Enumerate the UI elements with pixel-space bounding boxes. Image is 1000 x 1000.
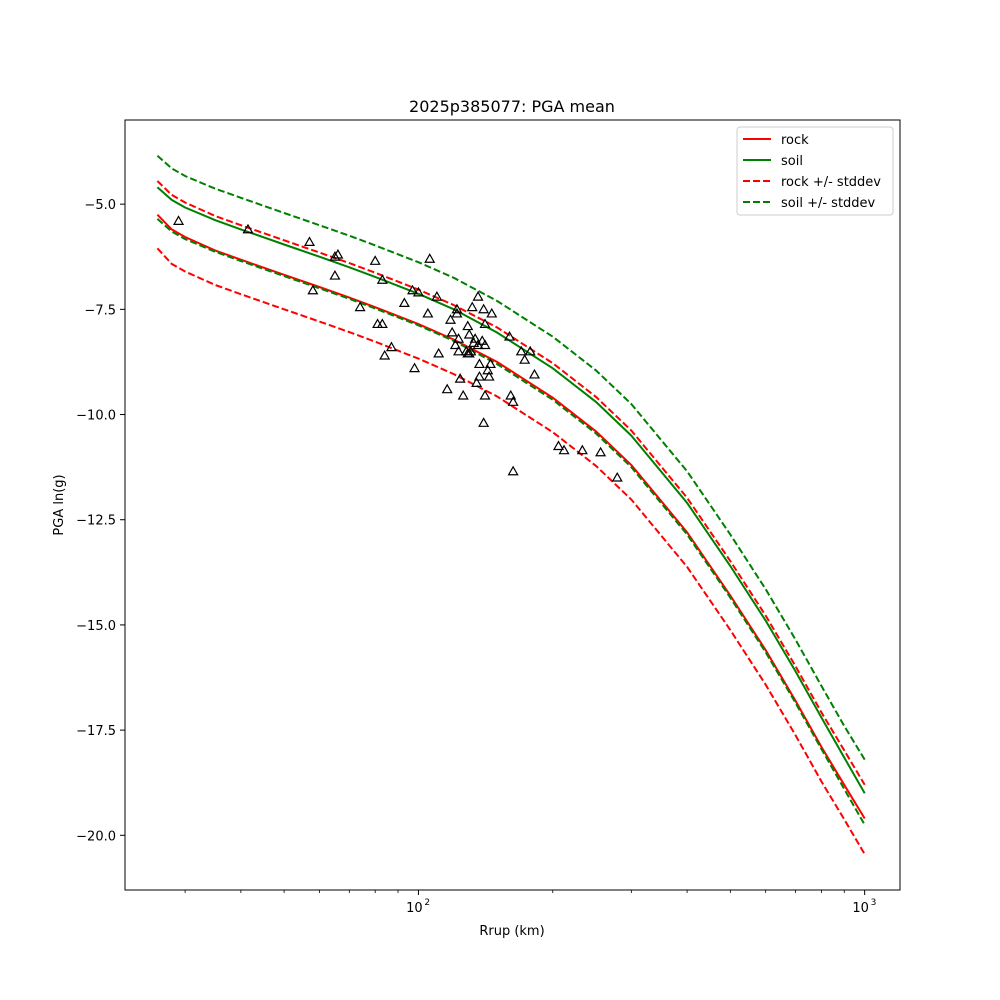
series-line-4 xyxy=(156,155,866,761)
x-tick-exponent-1: 3 xyxy=(871,898,877,908)
series-line-3 xyxy=(156,247,866,855)
observation-point-59 xyxy=(507,465,519,476)
observation-point-63 xyxy=(528,368,541,379)
observation-point-68 xyxy=(611,471,623,482)
observation-point-62 xyxy=(524,345,536,356)
observation-point-65 xyxy=(558,444,570,455)
legend-box xyxy=(736,126,894,216)
observation-point-56 xyxy=(503,330,516,341)
y-tick-label-1: −7.5 xyxy=(84,303,116,318)
observation-point-67 xyxy=(595,446,607,457)
observation-point-29 xyxy=(453,333,465,343)
observation-point-25 xyxy=(449,339,461,350)
observation-point-8 xyxy=(369,255,381,265)
observation-point-17 xyxy=(412,286,424,297)
plot-area xyxy=(156,155,866,855)
observation-point-12 xyxy=(379,349,391,360)
observation-point-24 xyxy=(446,326,458,337)
observation-point-4 xyxy=(329,251,341,261)
observation-point-61 xyxy=(519,354,531,364)
chart-title: 2025p385077: PGA mean xyxy=(409,97,615,116)
observation-point-14 xyxy=(398,297,410,308)
observation-point-31 xyxy=(457,389,469,400)
y-tick-label-4: −15.0 xyxy=(76,619,116,634)
observation-point-42 xyxy=(472,291,484,301)
series-line-0 xyxy=(156,214,866,820)
observation-point-40 xyxy=(469,333,481,343)
observation-point-30 xyxy=(454,373,466,383)
observation-point-20 xyxy=(431,291,443,301)
observation-point-6 xyxy=(329,269,341,280)
observation-point-21 xyxy=(433,347,445,358)
series-line-1 xyxy=(156,186,866,794)
observation-point-7 xyxy=(354,301,366,312)
observation-point-2 xyxy=(303,236,316,246)
y-tick-label-3: −12.5 xyxy=(76,514,116,529)
observation-point-45 xyxy=(473,358,485,369)
legend-label-1: soil xyxy=(781,154,803,169)
legend-label-2: rock +/- stddev xyxy=(781,175,881,190)
observation-point-38 xyxy=(466,301,478,312)
legend-label-3: soil +/- stddev xyxy=(781,196,876,211)
y-tick-label-5: −17.5 xyxy=(76,724,116,739)
observation-point-44 xyxy=(473,370,485,381)
legend: rock soil rock +/- stddev soil +/- stddev xyxy=(736,126,894,216)
plot-frame xyxy=(124,119,901,891)
observation-point-1 xyxy=(242,223,254,234)
y-tick-label-2: −10.0 xyxy=(76,409,116,424)
observation-point-10 xyxy=(376,274,388,284)
observation-point-54 xyxy=(484,358,496,369)
observation-point-13 xyxy=(385,341,397,352)
observation-point-16 xyxy=(408,362,421,373)
y-tick-label-0: −5.0 xyxy=(84,198,116,213)
observation-point-60 xyxy=(515,345,527,356)
observation-point-15 xyxy=(406,284,419,295)
observation-point-18 xyxy=(422,307,434,318)
axes: −5.0−7.5−10.0−12.5−15.0−17.5−20.010 2 10 3 xyxy=(76,198,876,916)
legend-label-0: rock xyxy=(781,133,809,148)
observation-point-3 xyxy=(307,284,319,295)
observation-point-37 xyxy=(465,345,477,356)
observation-point-19 xyxy=(424,253,436,263)
observation-point-33 xyxy=(462,320,474,331)
observation-point-22 xyxy=(441,383,453,394)
x-tick-exponent-0: 2 xyxy=(424,898,430,908)
observation-point-23 xyxy=(444,314,457,324)
observation-point-57 xyxy=(505,389,517,400)
observation-point-28 xyxy=(453,345,465,356)
observation-point-50 xyxy=(479,339,491,350)
observation-point-5 xyxy=(332,248,344,259)
x-tick-label-0: 10 xyxy=(406,901,423,916)
x-tick-label-1: 10 xyxy=(852,901,869,916)
observation-point-0 xyxy=(173,215,185,225)
observation-point-47 xyxy=(478,303,490,314)
y-axis-label: PGA ln(g) xyxy=(52,474,67,535)
series-line-2 xyxy=(156,180,866,786)
x-axis-label: Rrup (km) xyxy=(479,924,544,939)
observation-point-41 xyxy=(471,377,483,387)
series-line-5 xyxy=(156,218,866,826)
observation-point-64 xyxy=(552,440,565,451)
observation-point-27 xyxy=(451,303,463,314)
observation-point-55 xyxy=(486,307,498,318)
observation-point-11 xyxy=(376,318,388,329)
y-tick-label-6: −20.0 xyxy=(76,829,116,844)
observation-point-53 xyxy=(483,370,495,381)
observation-point-51 xyxy=(479,389,491,400)
observation-point-48 xyxy=(478,417,490,427)
observation-point-58 xyxy=(507,396,519,406)
observation-point-49 xyxy=(479,318,491,329)
observation-point-66 xyxy=(576,444,588,455)
observation-point-36 xyxy=(463,328,475,339)
